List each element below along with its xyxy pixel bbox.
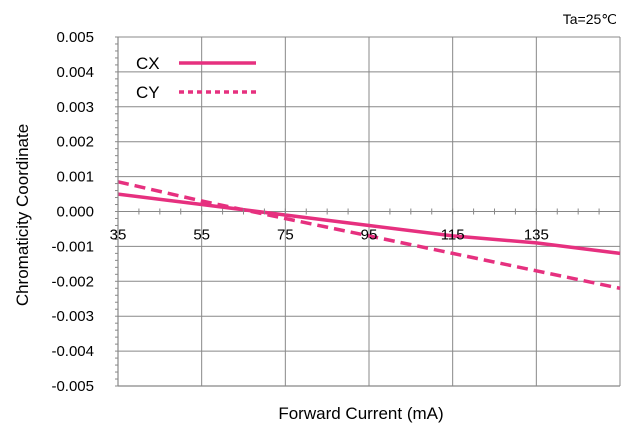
- y-tick-label: 0.002: [56, 134, 94, 151]
- legend-label-cy: CY: [136, 83, 160, 102]
- x-axis-title: Forward Current (mA): [278, 404, 443, 423]
- y-tick-label: -0.001: [51, 238, 94, 255]
- y-tick-label: -0.002: [51, 273, 94, 290]
- x-tick-label: 135: [524, 227, 549, 244]
- ambient-temperature-note: Ta=25℃: [563, 11, 617, 27]
- y-axis-title: Chromaticity Coordinate: [13, 124, 32, 306]
- legend-label-cx: CX: [136, 54, 160, 73]
- y-tick-label: 0.005: [56, 29, 94, 46]
- x-tick-label: 75: [277, 227, 294, 244]
- y-tick-label: 0.003: [56, 99, 94, 116]
- y-tick-label: -0.004: [51, 343, 94, 360]
- x-tick-label: 95: [361, 227, 378, 244]
- legend: CX CY: [136, 54, 256, 102]
- x-tick-label: 55: [193, 227, 210, 244]
- x-tick-label: 115: [441, 227, 465, 244]
- grid: [118, 36, 621, 386]
- y-tick-label: -0.005: [51, 378, 94, 395]
- axes: 0.005 0.004 0.003 0.002 0.001 0.000 -0.001 -0.0…: [51, 29, 621, 395]
- series-line-cx: [117, 192, 621, 256]
- y-tick-label: 0.001: [56, 169, 94, 186]
- series-line-cy: [117, 180, 621, 291]
- x-tick-label: 35: [110, 227, 127, 244]
- y-tick-label: 0.004: [56, 64, 94, 81]
- y-tick-label: -0.003: [51, 308, 94, 325]
- series-layer: [117, 180, 621, 291]
- y-tick-label: 0.000: [56, 204, 94, 221]
